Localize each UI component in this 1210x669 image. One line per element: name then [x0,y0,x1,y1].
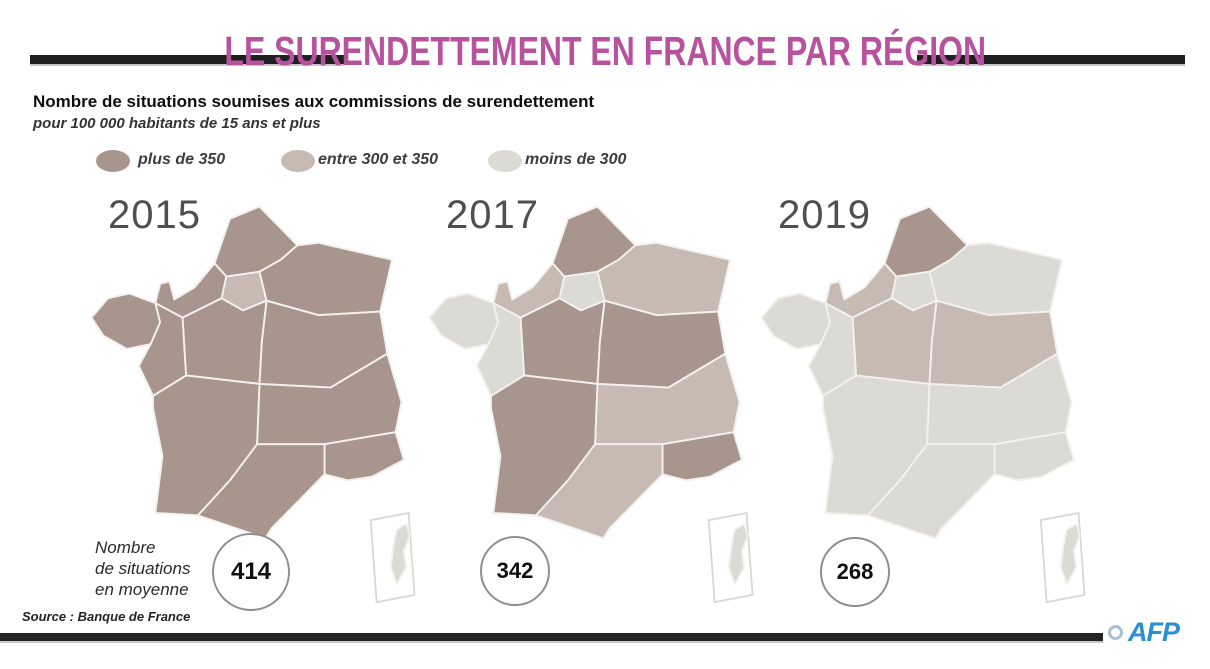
page-title: LE SURENDETTEMENT EN FRANCE PAR RÉGION [0,28,1210,75]
average-value-2019: 268 [820,537,890,607]
legend-swatch-entre-300-350 [281,150,315,172]
region-corse [389,522,411,586]
region-paca [323,431,405,482]
year-label-2017: 2017 [446,193,539,237]
legend-label-moins-de-300: moins de 300 [525,151,627,168]
title-rule-left [30,55,344,64]
region-corse [727,522,749,586]
france-choropleth-2017 [428,205,754,604]
france-choropleth-2015 [90,205,416,604]
title-rule-right [917,55,1185,64]
legend-label-entre-300-350: entre 300 et 350 [318,151,439,168]
map-2015: 2015 [82,193,438,608]
subtitle-unit: pour 100 000 habitants de 15 ans et plus [33,115,321,132]
region-centre [851,297,938,385]
region-bretagne [90,292,162,350]
region-paca [661,431,743,482]
region-bretagne [760,292,832,350]
afp-logo-text: AFP [1128,617,1180,647]
legend-swatch-plus-de-350 [96,150,130,172]
map-2019: 2019 [752,193,1108,608]
subtitle: Nombre de situations soumises aux commis… [33,92,595,111]
legend-label-plus-de-350: plus de 350 [138,151,226,168]
legend-swatch-moins-de-300 [488,150,522,172]
afp-credit: AFP [1108,617,1180,648]
france-choropleth-2019 [760,205,1086,604]
region-paca [993,431,1075,482]
year-label-2019: 2019 [778,193,871,237]
region-centre [519,297,606,385]
footer-rule [0,633,1103,641]
page-title-text: LE SURENDETTEMENT EN FRANCE PAR RÉGION [224,28,986,74]
average-value-2017: 342 [480,536,550,606]
average-caption: Nombre de situations en moyenne [95,538,191,599]
afp-globe-icon [1108,625,1123,640]
region-corse [1059,522,1081,586]
map-2017: 2017 [420,193,776,608]
average-value-2015: 414 [212,533,290,611]
year-label-2015: 2015 [108,193,201,237]
region-centre [181,297,268,385]
source-note: Source : Banque de France [22,609,191,624]
region-bretagne [428,292,500,350]
